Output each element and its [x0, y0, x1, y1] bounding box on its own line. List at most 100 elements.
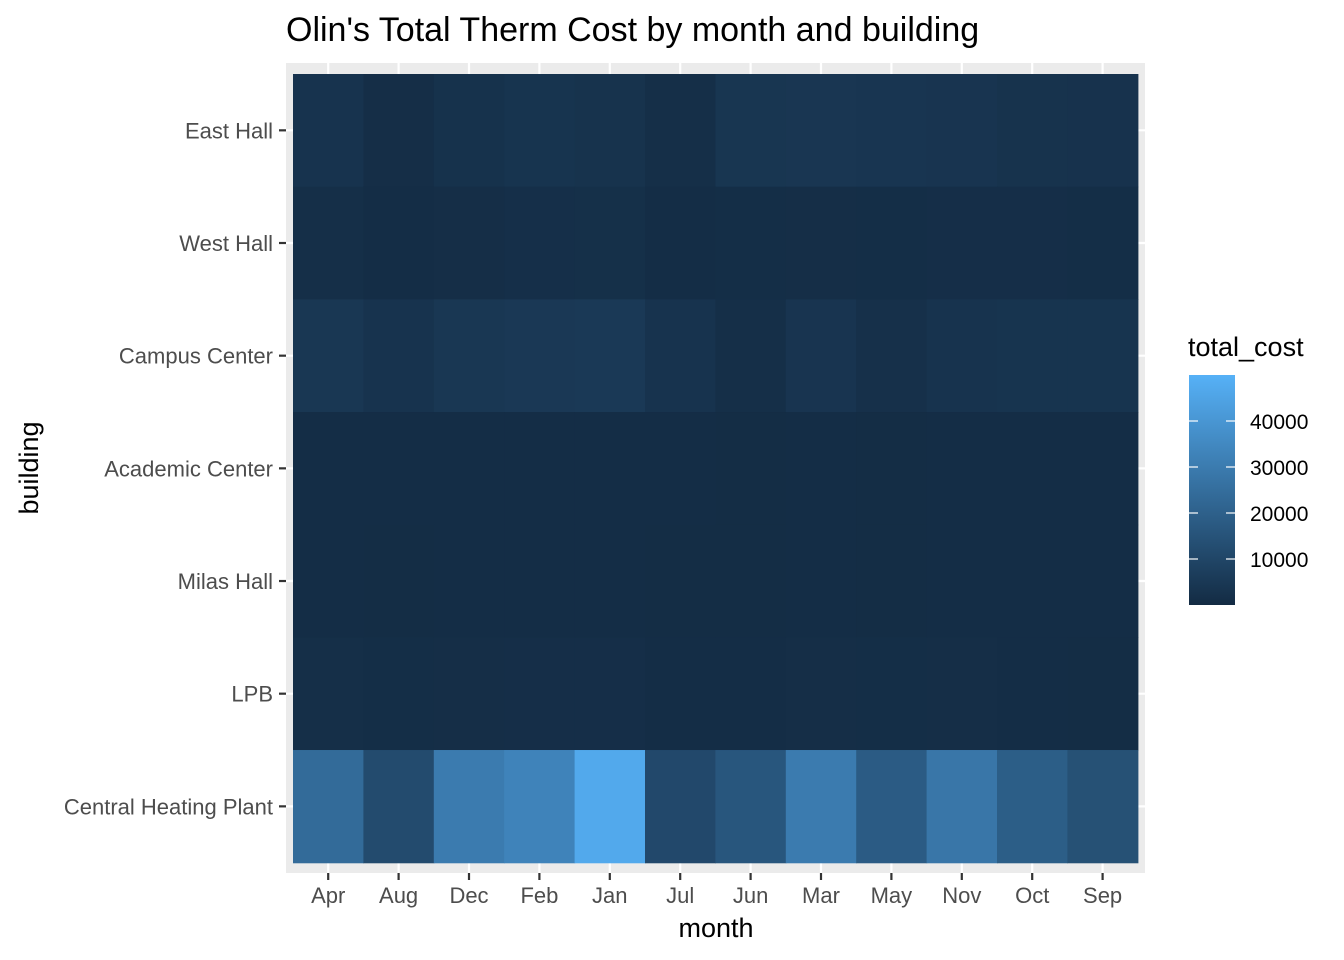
- heatmap-tile: [856, 750, 928, 864]
- heatmap-tile: [715, 186, 787, 300]
- heatmap-tile: [293, 524, 364, 638]
- heatmap-tile: [997, 74, 1068, 188]
- legend-tick-label: 20000: [1250, 503, 1308, 526]
- x-tick-label: Aug: [379, 883, 418, 908]
- heatmap-tile: [856, 74, 928, 188]
- heatmap-tile: [504, 299, 576, 413]
- heatmap-tile: [997, 299, 1068, 413]
- y-tick-label: East Hall: [185, 118, 273, 143]
- heatmap-tile: [856, 412, 928, 526]
- heatmap-tile: [997, 186, 1068, 300]
- heatmap-tile: [293, 637, 364, 751]
- heatmap-tile: [504, 750, 576, 864]
- heatmap-tile: [715, 637, 787, 751]
- heatmap-tile: [1067, 186, 1139, 300]
- heatmap-tile: [433, 412, 505, 526]
- heatmap-tile: [504, 637, 576, 751]
- heatmap-tile: [504, 186, 576, 300]
- heatmap-tile: [574, 186, 646, 300]
- heatmap-tile: [574, 524, 646, 638]
- chart-title: Olin's Total Therm Cost by month and bui…: [286, 11, 979, 49]
- heatmap-tile: [293, 74, 364, 188]
- heatmap-tile: [645, 186, 716, 300]
- heatmap-tile: [856, 524, 928, 638]
- legend-colorbar: [1189, 375, 1235, 605]
- heatmap-tile: [293, 186, 364, 300]
- heatmap-tile: [363, 186, 435, 300]
- y-tick-label: Central Heating Plant: [64, 794, 273, 819]
- heatmap-tile: [715, 412, 787, 526]
- heatmap-tile: [363, 412, 435, 526]
- heatmap-tile: [363, 750, 435, 864]
- heatmap-tile: [785, 750, 857, 864]
- y-axis-title: building: [14, 421, 44, 514]
- heatmap-tile: [856, 637, 928, 751]
- heatmap-tile: [926, 412, 998, 526]
- heatmap-tile: [1067, 637, 1139, 751]
- heatmap-tile: [574, 750, 646, 864]
- heatmap-tile: [363, 524, 435, 638]
- heatmap-tile: [715, 524, 787, 638]
- heatmap-tile: [574, 412, 646, 526]
- y-tick-label: LPB: [231, 682, 273, 707]
- heatmap-tile: [1067, 412, 1139, 526]
- heatmap-tile: [1067, 74, 1139, 188]
- x-tick-label: Apr: [311, 883, 345, 908]
- y-axis: East Hall West Hall Campus Center Academic …: [64, 118, 286, 819]
- heatmap-tile: [433, 750, 505, 864]
- x-tick-label: Feb: [520, 883, 558, 908]
- y-tick-label: Campus Center: [119, 344, 273, 369]
- legend-tick-label: 10000: [1250, 549, 1308, 572]
- x-tick-label: Dec: [449, 883, 488, 908]
- heatmap-tile: [504, 412, 576, 526]
- heatmap-tile: [293, 412, 364, 526]
- legend-tick-label: 40000: [1250, 411, 1308, 434]
- heatmap-tile: [926, 750, 998, 864]
- heatmap-tile: [926, 74, 998, 188]
- x-tick-label: Oct: [1015, 883, 1049, 908]
- heatmap-tile: [715, 299, 787, 413]
- heatmap-tile: [293, 750, 364, 864]
- heatmap-tile: [504, 524, 576, 638]
- y-tick-label: West Hall: [179, 231, 273, 256]
- heatmap-tile: [574, 299, 646, 413]
- heatmap-tile: [785, 524, 857, 638]
- heatmap-tile: [856, 186, 928, 300]
- heatmap-tile: [363, 74, 435, 188]
- heatmap-tile: [645, 74, 716, 188]
- heatmap-tile: [433, 299, 505, 413]
- heatmap-tile: [715, 74, 787, 188]
- heatmap-tile: [645, 750, 716, 864]
- heatmap-tile: [926, 299, 998, 413]
- x-tick-label: May: [871, 883, 913, 908]
- x-tick-label: Mar: [802, 883, 840, 908]
- heatmap-tile: [997, 750, 1068, 864]
- heatmap-tile: [645, 412, 716, 526]
- x-tick-label: Sep: [1083, 883, 1122, 908]
- heatmap-tile: [433, 186, 505, 300]
- heatmap-tile: [785, 637, 857, 751]
- heatmap-tile: [856, 299, 928, 413]
- heatmap-tile: [926, 524, 998, 638]
- heatmap-tile: [926, 186, 998, 300]
- x-tick-label: Nov: [942, 883, 981, 908]
- heatmap-tile: [645, 299, 716, 413]
- x-tick-label: Jan: [592, 883, 627, 908]
- heatmap-tile: [433, 524, 505, 638]
- heatmap-tile: [293, 299, 364, 413]
- heatmap-tile: [997, 412, 1068, 526]
- heatmap-tile: [645, 637, 716, 751]
- heatmap-tile: [433, 637, 505, 751]
- heatmap-tiles: [293, 74, 1139, 864]
- heatmap-tile: [363, 637, 435, 751]
- heatmap-tile: [645, 524, 716, 638]
- heatmap-tile: [1067, 750, 1139, 864]
- y-tick-label: Academic Center: [104, 456, 273, 481]
- legend-tick-label: 30000: [1250, 457, 1308, 480]
- x-axis-title: month: [678, 913, 753, 943]
- color-legend: total_cost 10000 20000 30000 40000: [1188, 332, 1308, 605]
- heatmap-tile: [997, 637, 1068, 751]
- heatmap-tile: [997, 524, 1068, 638]
- x-tick-label: Jun: [733, 883, 768, 908]
- x-axis: Apr Aug Dec Feb Jan Jul Jun Mar May Nov Oct Sep: [311, 873, 1122, 908]
